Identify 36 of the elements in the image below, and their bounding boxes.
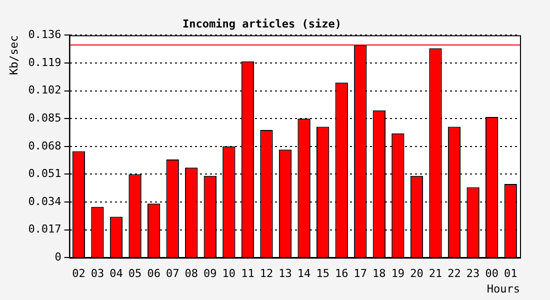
- x-tick-label: 03: [90, 267, 104, 280]
- x-axis-title: Hours: [486, 282, 520, 296]
- x-tick-label: 00: [485, 267, 498, 280]
- x-tick-label: 04: [110, 267, 124, 280]
- x-tick-label: 16: [334, 267, 348, 280]
- y-tick-label: 0.051: [28, 167, 62, 180]
- chart-title: Incoming articles (size): [182, 17, 342, 30]
- y-axis-title: Kb/sec: [7, 35, 20, 75]
- x-tick-label: 12: [260, 267, 274, 280]
- y-tick-label: 0.068: [28, 139, 62, 152]
- x-tick-label: 14: [297, 267, 312, 280]
- x-tick-label: 19: [391, 267, 405, 280]
- y-tick-label: 0.102: [28, 84, 62, 97]
- x-tick-label: 05: [128, 267, 142, 280]
- x-tick-label: 22: [448, 267, 461, 280]
- x-tick-label: 13: [278, 267, 292, 280]
- y-tick-label: 0.119: [28, 56, 62, 69]
- x-tick-label: 08: [184, 267, 198, 280]
- x-tick-label: 18: [372, 267, 386, 280]
- y-tick-label: 0: [54, 250, 62, 264]
- x-tick-label: 17: [354, 267, 368, 280]
- x-tick-label: 10: [222, 267, 236, 280]
- y-tick-label: 0.085: [28, 111, 62, 124]
- y-tick-label: 0.136: [28, 28, 62, 42]
- x-tick-label: 01: [504, 267, 518, 280]
- x-tick-label: 06: [147, 267, 160, 280]
- x-tick-label: 20: [410, 267, 424, 280]
- x-tick-label: 11: [241, 267, 254, 280]
- x-tick-label: 07: [166, 267, 180, 280]
- x-tick-label: 02: [72, 267, 86, 280]
- x-tick-label: 09: [204, 267, 217, 280]
- x-tick-label: 23: [466, 267, 480, 280]
- y-tick-label: 0.034: [28, 194, 62, 208]
- x-tick-label: 21: [428, 267, 442, 280]
- y-tick-label: 0.017: [28, 222, 62, 236]
- x-tick-label: 15: [316, 267, 330, 280]
